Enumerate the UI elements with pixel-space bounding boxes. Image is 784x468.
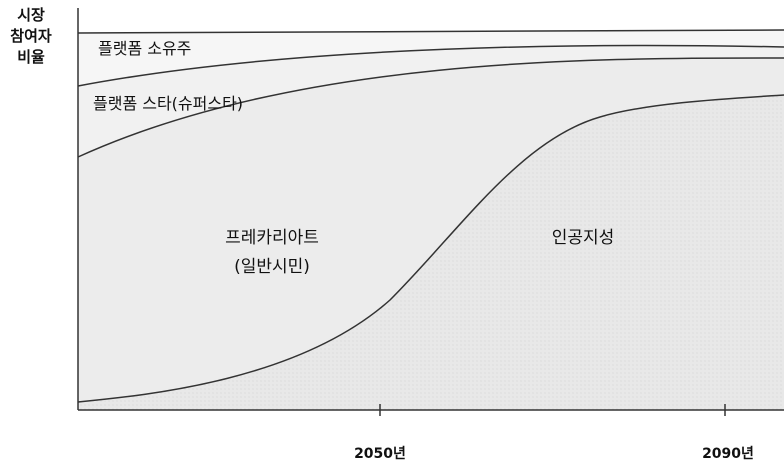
precariat-label-line-1: 프레카리아트 — [225, 228, 319, 248]
y-axis-title-line-2: 참여자 — [10, 27, 52, 45]
star-precariat-boundary-line — [77, 57, 784, 158]
star-region — [78, 45, 784, 157]
ai-label: 인공지성 — [552, 228, 615, 248]
precariat-label-line-2: (일반시민) — [234, 257, 310, 277]
y-axis-title-line-3: 비율 — [17, 48, 45, 66]
top-boundary-line — [77, 29, 784, 34]
owner-region — [78, 30, 784, 86]
x-tick-label-2090: 2090년 — [702, 446, 754, 462]
x-tick-label-2050: 2050년 — [354, 446, 406, 462]
precariat-region — [78, 57, 784, 402]
y-axis-title-line-1: 시장 — [17, 6, 45, 24]
platform-owner-label: 플랫폼 소유주 — [98, 39, 191, 58]
ai-region — [78, 95, 784, 410]
platform-star-label: 플랫폼 스타(슈퍼스타) — [93, 94, 243, 113]
precariat-ai-boundary-line — [77, 94, 784, 403]
owner-star-boundary-line — [77, 44, 784, 87]
